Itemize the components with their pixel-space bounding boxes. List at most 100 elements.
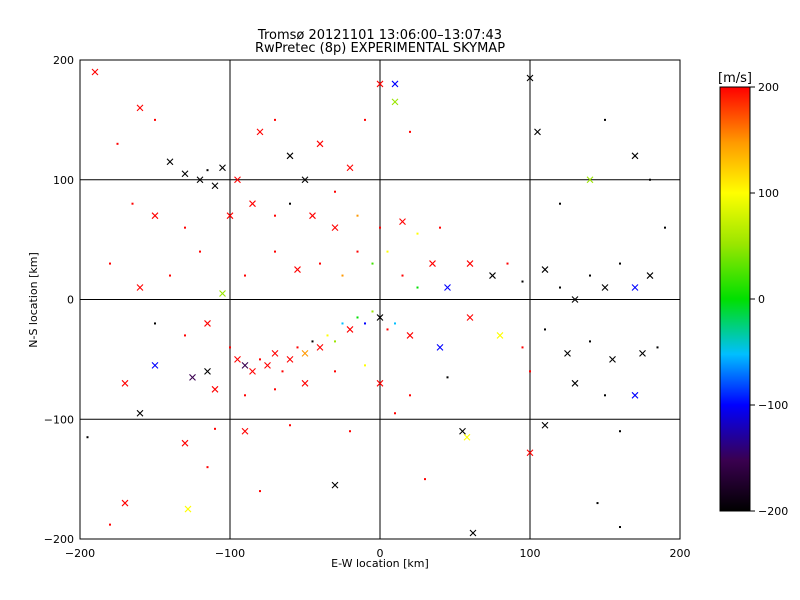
data-point-dot xyxy=(619,262,621,265)
data-point-dot xyxy=(326,334,329,337)
data-point-cross xyxy=(631,391,639,399)
data-point-cross xyxy=(136,409,144,417)
data-point-cross xyxy=(249,200,256,208)
data-point-dot xyxy=(521,280,524,283)
y-tick-label: −100 xyxy=(44,413,74,426)
data-point-dot xyxy=(356,250,359,253)
data-point-cross xyxy=(346,326,354,333)
colorbar-tick-label: 200 xyxy=(758,81,779,94)
data-point-dot xyxy=(109,523,111,526)
y-tick-label: 0 xyxy=(67,294,74,307)
data-point-cross xyxy=(609,355,616,363)
data-point-cross xyxy=(586,176,594,184)
data-point-dot xyxy=(506,262,509,265)
data-point-dot xyxy=(184,226,186,229)
data-point-dot xyxy=(214,427,216,430)
data-point-cross xyxy=(136,104,144,112)
y-tick-label: −200 xyxy=(44,533,74,546)
data-point-cross xyxy=(496,332,504,339)
data-point-cross xyxy=(466,260,474,267)
data-point-dot xyxy=(199,250,201,253)
data-point-cross xyxy=(189,373,196,381)
data-point-cross xyxy=(429,260,436,267)
colorbar-tick-label: −100 xyxy=(758,399,788,412)
data-point-cross xyxy=(331,481,339,489)
grid-lines xyxy=(80,60,680,539)
data-point-dot xyxy=(409,130,411,133)
data-point-dot xyxy=(259,358,261,361)
y-axis-label: N-S location [km] xyxy=(27,252,40,348)
data-point-dot xyxy=(439,226,441,229)
data-point-dot xyxy=(274,214,276,217)
data-point-cross xyxy=(391,98,399,106)
x-tick-label: −200 xyxy=(65,547,95,560)
y-tick-label: 200 xyxy=(53,54,74,67)
data-point-dot xyxy=(334,370,336,373)
data-point-dot xyxy=(559,202,561,205)
data-point-cross xyxy=(211,182,219,190)
data-point-cross xyxy=(234,176,241,184)
data-point-dot xyxy=(529,370,531,373)
data-point-cross xyxy=(211,385,219,393)
data-point-cross xyxy=(571,379,579,387)
data-point-cross xyxy=(571,296,579,303)
data-point-dot xyxy=(371,262,374,265)
data-point-dot xyxy=(206,169,209,172)
data-point-cross xyxy=(286,355,294,363)
data-point-cross xyxy=(286,152,294,160)
data-point-cross xyxy=(631,152,639,160)
data-point-dot xyxy=(289,424,291,427)
data-point-cross xyxy=(196,176,204,184)
data-point-cross xyxy=(391,80,399,88)
data-point-cross xyxy=(331,224,339,232)
data-point-cross xyxy=(466,314,474,321)
data-point-dot xyxy=(341,322,344,325)
data-point-dot xyxy=(356,316,359,319)
x-tick-label: 100 xyxy=(520,547,541,560)
data-point-dot xyxy=(656,346,659,349)
data-point-dot xyxy=(364,118,366,121)
data-point-cross xyxy=(646,272,654,279)
data-point-cross xyxy=(601,284,609,291)
data-point-cross xyxy=(204,320,211,327)
data-point-dot xyxy=(409,394,411,397)
data-point-cross xyxy=(489,272,496,279)
data-point-dot xyxy=(394,412,396,415)
data-point-dot xyxy=(379,226,381,229)
data-point-cross xyxy=(184,505,192,513)
data-point-cross xyxy=(181,439,189,447)
data-point-dot xyxy=(401,274,404,277)
data-point-cross xyxy=(376,80,384,88)
data-point-cross xyxy=(166,158,174,166)
data-point-cross xyxy=(121,379,129,387)
data-point-dot xyxy=(416,286,419,289)
data-point-dot xyxy=(229,346,231,349)
data-point-cross xyxy=(376,379,384,387)
data-point-dot xyxy=(604,118,606,121)
x-tick-label: 200 xyxy=(670,547,691,560)
data-point-dot xyxy=(446,376,449,379)
data-point-cross xyxy=(631,284,639,291)
x-tick-label: 0 xyxy=(377,547,384,560)
data-point-dot xyxy=(274,118,276,121)
data-point-cross xyxy=(469,529,477,537)
axis-ticks: −200 −100 0 100 200 −200 −100 0 100 200 xyxy=(44,54,691,560)
data-point-cross xyxy=(226,212,234,220)
data-point-dot xyxy=(394,322,396,325)
colorbar-tick-label: −200 xyxy=(758,505,788,518)
data-point-dot xyxy=(334,340,336,343)
data-point-dot xyxy=(664,226,666,229)
data-point-dot xyxy=(206,466,209,469)
x-tick-label: −100 xyxy=(215,547,245,560)
data-point-cross xyxy=(436,344,444,351)
data-point-dot xyxy=(131,202,134,205)
data-point-dot xyxy=(596,502,599,505)
data-point-dot xyxy=(619,526,621,529)
data-point-dot xyxy=(371,310,374,313)
data-point-dot xyxy=(274,250,276,253)
y-tick-label: 100 xyxy=(53,174,74,187)
data-point-cross xyxy=(541,266,549,273)
data-point-cross xyxy=(526,449,534,457)
data-point-dot xyxy=(319,262,321,265)
data-point-dot xyxy=(274,388,276,391)
